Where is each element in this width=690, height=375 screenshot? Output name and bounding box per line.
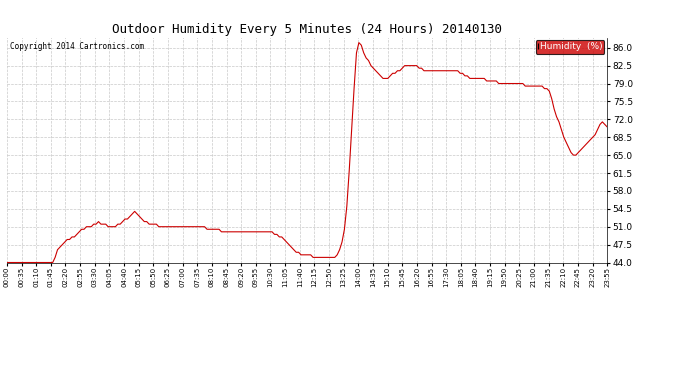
Text: Copyright 2014 Cartronics.com: Copyright 2014 Cartronics.com [10, 42, 144, 51]
Legend: Humidity  (%): Humidity (%) [535, 40, 604, 54]
Title: Outdoor Humidity Every 5 Minutes (24 Hours) 20140130: Outdoor Humidity Every 5 Minutes (24 Hou… [112, 23, 502, 36]
